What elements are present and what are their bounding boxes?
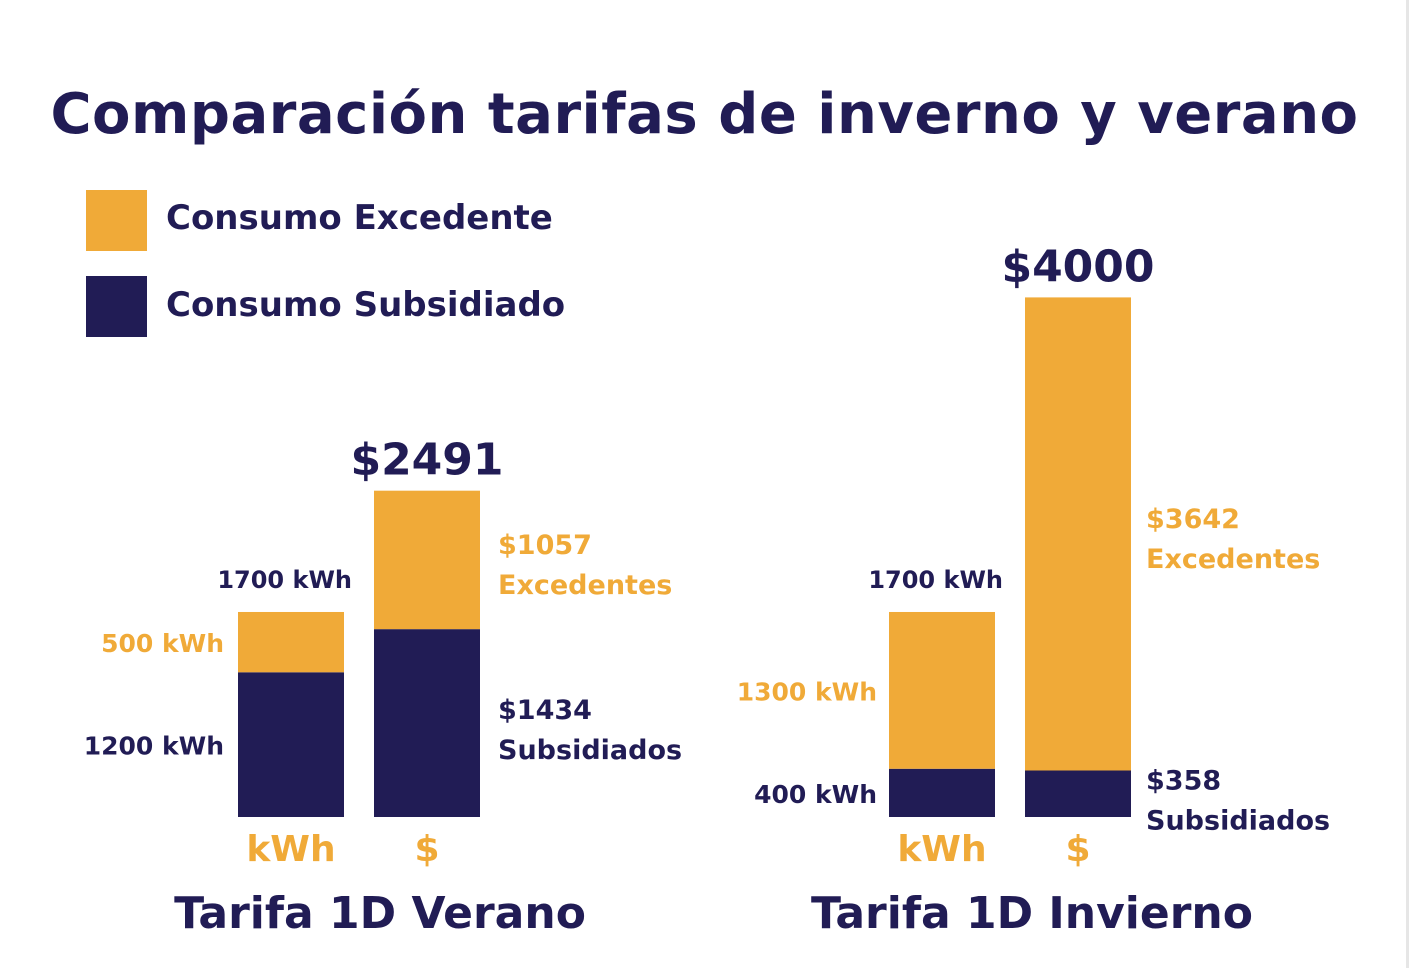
label-invierno-kwh-total: 1700 kWh xyxy=(868,566,1003,594)
legend-swatch-excedente xyxy=(86,190,147,251)
label-invierno-money-excedente-value: $3642 xyxy=(1146,504,1240,535)
label-invierno-money-excedente-text: Excedentes xyxy=(1146,544,1320,575)
chart-title-verano: Tarifa 1D Verano xyxy=(174,888,586,939)
tick-invierno-money: $ xyxy=(1065,829,1090,870)
bar-invierno-kwh-excedente xyxy=(889,611,995,769)
bar-verano-money-excedente xyxy=(374,490,480,630)
label-verano-money-excedente-text: Excedentes xyxy=(498,570,672,601)
tick-verano-kwh: kWh xyxy=(246,829,335,870)
tick-invierno-kwh: kWh xyxy=(897,829,986,870)
bar-verano-kwh-excedente xyxy=(238,611,344,673)
label-verano-kwh-subsidiado: 1200 kWh xyxy=(84,732,224,761)
label-invierno-money-subsidiado-text: Subsidiados xyxy=(1146,806,1330,837)
chart-title: Comparación tarifas de inverno y verano xyxy=(50,82,1359,147)
bar-invierno-money-subsidiado xyxy=(1025,770,1131,817)
label-verano-kwh-total: 1700 kWh xyxy=(217,566,352,594)
chart-title-invierno: Tarifa 1D Invierno xyxy=(811,888,1253,939)
bar-verano-kwh-subsidiado xyxy=(238,672,344,817)
label-verano-money-subsidiado-text: Subsidiados xyxy=(498,735,682,766)
label-invierno-kwh-excedente: 1300 kWh xyxy=(737,677,877,706)
page-edge xyxy=(1406,0,1409,968)
bar-invierno-kwh-subsidiado xyxy=(889,768,995,817)
legend-label-subsidiado: Consumo Subsidiado xyxy=(166,285,566,325)
label-verano-money-excedente-value: $1057 xyxy=(498,530,592,561)
label-verano-money-total: $2491 xyxy=(350,435,503,486)
label-invierno-money-subsidiado-value: $358 xyxy=(1146,766,1221,797)
label-verano-money-subsidiado-value: $1434 xyxy=(498,695,592,726)
label-invierno-kwh-subsidiado: 400 kWh xyxy=(754,780,877,809)
legend-label-excedente: Consumo Excedente xyxy=(166,198,553,238)
tick-verano-money: $ xyxy=(414,829,439,870)
bar-verano-money-subsidiado xyxy=(374,629,480,817)
label-invierno-money-total: $4000 xyxy=(1001,241,1154,292)
bar-invierno-money-excedente xyxy=(1025,297,1131,771)
label-verano-kwh-excedente: 500 kWh xyxy=(101,629,224,658)
legend-swatch-subsidiado xyxy=(86,276,147,337)
